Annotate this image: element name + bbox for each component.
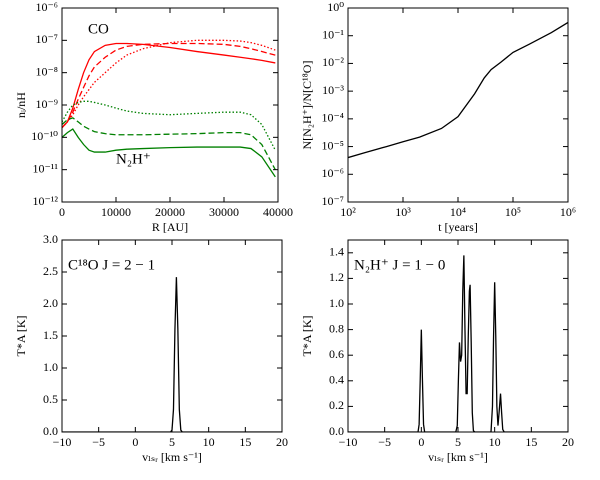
- y-tick-label: 1.5: [43, 328, 58, 342]
- x-tick-label: 20: [562, 435, 574, 449]
- y-axis-label: T*A [K]: [14, 316, 28, 357]
- x-tick-label: 0: [59, 205, 65, 219]
- x-tick-label: 10³: [395, 205, 411, 219]
- data-line: [62, 277, 282, 432]
- data-line: [348, 21, 568, 159]
- y-axis-label: T*A [K]: [300, 316, 314, 357]
- y-tick-label: 0.0: [329, 424, 344, 438]
- y-tick-label: 10⁻⁶: [321, 166, 344, 180]
- y-tick-label: 0.5: [43, 392, 58, 406]
- y-tick-label: 10⁻⁷: [321, 194, 344, 208]
- y-tick-label: 10⁻⁴: [321, 111, 344, 125]
- data-line: [62, 42, 276, 129]
- data-line: [62, 117, 276, 170]
- x-tick-label: −10: [53, 435, 72, 449]
- annotation: N₂H⁺: [116, 151, 151, 167]
- y-tick-label: 1.0: [329, 296, 344, 310]
- y-tick-label: 0.4: [329, 373, 344, 387]
- data-line: [62, 42, 276, 129]
- y-axis-label: N[N₂H⁺]/N[C¹⁸O]: [300, 61, 314, 150]
- y-tick-label: 10⁻⁶: [35, 0, 58, 14]
- y-tick-label: 0.0: [43, 424, 58, 438]
- x-axis-label: t [years]: [438, 220, 478, 234]
- x-tick-label: 10000: [101, 205, 131, 219]
- x-tick-label: 15: [239, 435, 251, 449]
- annotation: N₂H⁺ J = 1 − 0: [354, 257, 445, 273]
- y-tick-label: 10⁻⁷: [35, 32, 58, 46]
- x-tick-label: 5: [455, 435, 461, 449]
- y-axis-label: nᵢ/nH: [14, 92, 28, 118]
- x-tick-label: 0: [418, 435, 424, 449]
- x-tick-label: 10⁵: [505, 205, 521, 219]
- y-tick-label: 2.5: [43, 264, 58, 278]
- x-axis-label: R [AU]: [152, 220, 188, 234]
- x-tick-label: −5: [378, 435, 391, 449]
- y-tick-label: 1.4: [329, 245, 344, 259]
- y-tick-label: 10⁻¹⁰: [31, 129, 58, 143]
- x-tick-label: 5: [169, 435, 175, 449]
- x-tick-label: 0: [132, 435, 138, 449]
- y-tick-label: 10⁻¹¹: [32, 161, 58, 175]
- y-tick-label: 10⁻⁵: [321, 138, 344, 152]
- data-line: [62, 39, 276, 129]
- annotation: CO: [88, 21, 109, 37]
- y-tick-label: 0.2: [329, 398, 344, 412]
- y-tick-label: 0.8: [329, 321, 344, 335]
- axes-frame: [347, 7, 569, 203]
- x-tick-label: 10⁶: [560, 205, 576, 219]
- y-tick-label: 0.6: [329, 347, 344, 361]
- x-tick-label: 10: [489, 435, 501, 449]
- y-tick-label: 1.2: [329, 270, 344, 284]
- x-tick-label: 10²: [340, 205, 356, 219]
- data-line: [62, 100, 276, 151]
- annotation: C¹⁸O J = 2 − 1: [68, 257, 155, 273]
- x-tick-label: 30000: [209, 205, 239, 219]
- y-tick-label: 10⁰: [327, 0, 344, 14]
- y-tick-label: 1.0: [43, 360, 58, 374]
- y-tick-label: 10⁻⁹: [35, 97, 58, 111]
- y-tick-label: 10⁻¹²: [32, 194, 58, 208]
- y-tick-label: 2.0: [43, 296, 58, 310]
- x-tick-label: 15: [525, 435, 537, 449]
- x-tick-label: 10: [203, 435, 215, 449]
- y-tick-label: 10⁻³: [322, 83, 344, 97]
- y-tick-label: 10⁻¹: [322, 27, 344, 41]
- y-tick-label: 10⁻⁸: [35, 64, 58, 78]
- x-tick-label: 20000: [155, 205, 185, 219]
- x-axis-label: vₗₛᵣ [km s⁻¹]: [142, 450, 202, 464]
- y-tick-label: 10⁻²: [322, 55, 344, 69]
- x-tick-label: 40000: [263, 205, 293, 219]
- x-tick-label: −10: [339, 435, 358, 449]
- x-tick-label: 20: [276, 435, 288, 449]
- y-tick-label: 3.0: [43, 232, 58, 246]
- x-tick-label: −5: [92, 435, 105, 449]
- x-axis-label: vₗₛᵣ [km s⁻¹]: [428, 450, 488, 464]
- data-line: [62, 128, 276, 178]
- data-line: [348, 255, 568, 432]
- x-tick-label: 10⁴: [450, 205, 466, 219]
